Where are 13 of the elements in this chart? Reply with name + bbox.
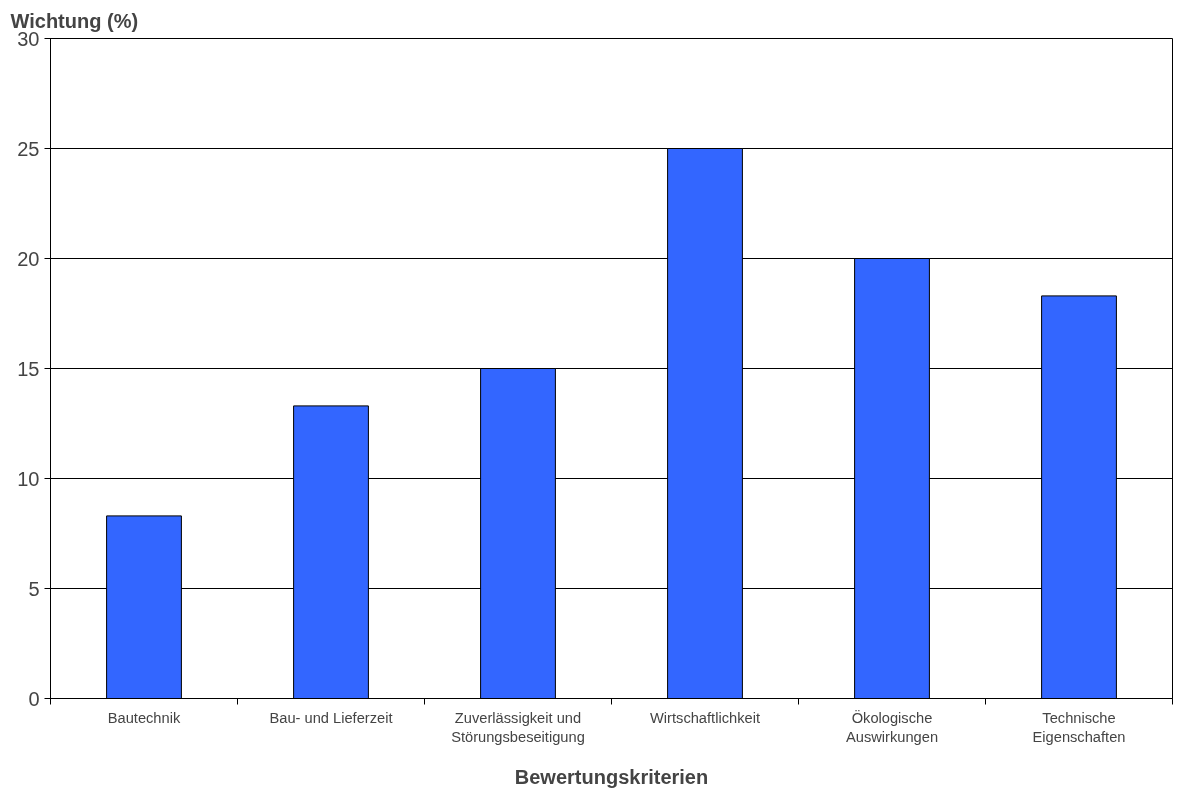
y-tick-label: 25 xyxy=(17,137,40,160)
x-tick-label: Bautechnik xyxy=(107,709,181,726)
y-tick-label: 0 xyxy=(28,687,40,710)
y-tick-label: 5 xyxy=(28,577,40,600)
x-tick-label: Wirtschaftlichkeit xyxy=(650,709,760,726)
x-tick-label: Zuverlässigkeit und Störungsbeseitigung xyxy=(451,709,585,745)
x-axis-title: Bewertungskriterien xyxy=(514,765,709,788)
x-tick-label: Ökologische Auswirkungen xyxy=(845,708,939,745)
y-tick-label: 20 xyxy=(17,247,40,270)
x-tick-label: Technische Eigenschaften xyxy=(1032,709,1126,745)
y-tick-label: 15 xyxy=(17,357,40,380)
x-tick-label: Bau- und Lieferzeit xyxy=(269,709,393,726)
y-tick-label: 10 xyxy=(17,467,40,490)
